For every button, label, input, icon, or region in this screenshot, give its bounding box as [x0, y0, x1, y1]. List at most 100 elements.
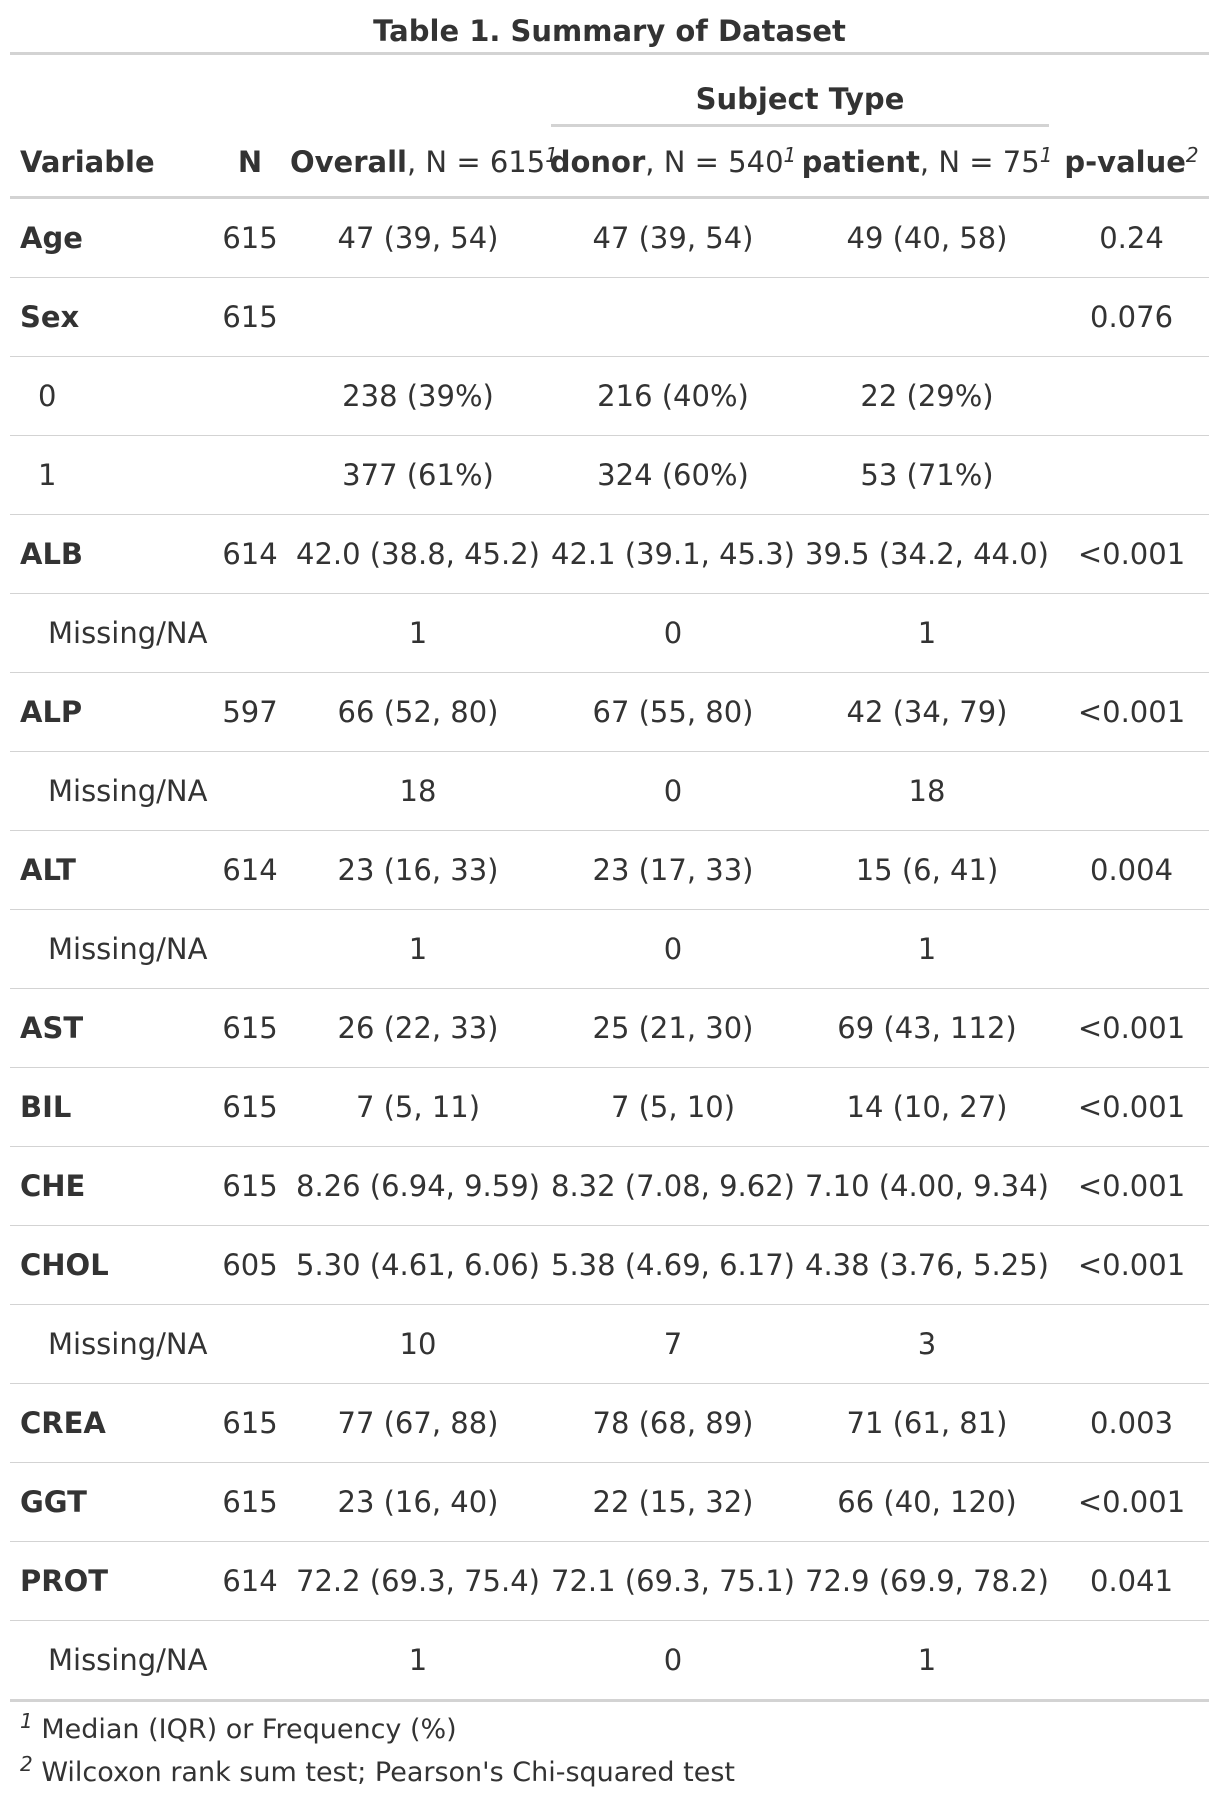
- cell-variable: ALB: [10, 514, 210, 594]
- spanner-row: Subject Type: [10, 55, 1209, 127]
- cell-patient: 15 (6, 41): [800, 830, 1055, 910]
- header-overall-label: Overall: [290, 144, 407, 179]
- table-row: ALT 614 23 (16, 33) 23 (17, 33) 15 (6, 41) 0.…: [10, 830, 1210, 910]
- cell-patient: 1: [800, 1620, 1055, 1702]
- header-donor-label: donor: [549, 144, 646, 179]
- cell-patient: 22 (29%): [800, 356, 1055, 436]
- header-n: N: [210, 127, 290, 199]
- cell-pvalue: 0.076: [1054, 277, 1210, 357]
- cell-donor: 324 (60%): [546, 435, 800, 515]
- table-row: Missing/NA 1 0 1: [10, 1620, 1210, 1702]
- cell-patient: 66 (40, 120): [800, 1462, 1055, 1542]
- cell-pvalue: 0.003: [1054, 1383, 1210, 1463]
- cell-overall: 5.30 (4.61, 6.06): [290, 1225, 546, 1305]
- footnote-mark: 2: [1185, 142, 1199, 167]
- header-patient-label: patient: [801, 144, 920, 179]
- cell-variable: PROT: [10, 1541, 210, 1621]
- cell-patient: 49 (40, 58): [800, 197, 1055, 278]
- subject-type-spanner: Subject Type: [546, 55, 1054, 127]
- cell-overall: 377 (61%): [290, 435, 546, 515]
- footnote-mark: 1: [1039, 142, 1053, 167]
- cell-overall: 238 (39%): [290, 356, 546, 436]
- cell-pvalue: <0.001: [1054, 1462, 1210, 1542]
- cell-overall: 42.0 (38.8, 45.2): [290, 514, 546, 594]
- cell-n: 597: [210, 672, 290, 752]
- cell-variable: Missing/NA: [10, 751, 210, 831]
- footnote-text: Median (IQR) or Frequency (%): [32, 1714, 457, 1745]
- cell-donor: 8.32 (7.08, 9.62): [546, 1146, 800, 1226]
- cell-variable: 0: [10, 356, 210, 436]
- spanner-empty: [210, 55, 290, 127]
- cell-patient: 4.38 (3.76, 5.25): [800, 1225, 1055, 1305]
- cell-pvalue: <0.001: [1054, 1146, 1210, 1226]
- cell-overall: 77 (67, 88): [290, 1383, 546, 1463]
- cell-variable: Missing/NA: [10, 1620, 210, 1702]
- cell-pvalue: 0.004: [1054, 830, 1210, 910]
- cell-overall: 72.2 (69.3, 75.4): [290, 1541, 546, 1621]
- cell-pvalue: [1054, 751, 1210, 831]
- cell-donor: [546, 277, 800, 357]
- cell-pvalue: 0.24: [1054, 197, 1210, 278]
- cell-pvalue: <0.001: [1054, 1225, 1210, 1305]
- cell-patient: 18: [800, 751, 1055, 831]
- table-row: GGT 615 23 (16, 40) 22 (15, 32) 66 (40, 120)…: [10, 1462, 1210, 1542]
- table-row: BIL 615 7 (5, 11) 7 (5, 10) 14 (10, 27) <0.00…: [10, 1067, 1210, 1147]
- cell-overall: 66 (52, 80): [290, 672, 546, 752]
- cell-variable: Missing/NA: [10, 1304, 210, 1384]
- cell-n: 614: [210, 514, 290, 594]
- cell-patient: 42 (34, 79): [800, 672, 1055, 752]
- footnote-mark: 1: [20, 1709, 33, 1733]
- table-row: ALB 614 42.0 (38.8, 45.2) 42.1 (39.1, 45.3)…: [10, 514, 1210, 594]
- summary-table: Subject Type Variable N Overall, N = 615…: [10, 55, 1210, 1702]
- cell-donor: 47 (39, 54): [546, 197, 800, 278]
- cell-overall: [290, 277, 546, 357]
- cell-pvalue: <0.001: [1054, 1067, 1210, 1147]
- cell-n: 615: [210, 988, 290, 1068]
- cell-pvalue: 0.041: [1054, 1541, 1210, 1621]
- cell-patient: [800, 277, 1055, 357]
- cell-donor: 0: [546, 593, 800, 673]
- cell-n: [210, 593, 290, 673]
- cell-n: 615: [210, 277, 290, 357]
- footnote-1: 1 Median (IQR) or Frequency (%): [20, 1708, 1209, 1751]
- cell-pvalue: [1054, 1304, 1210, 1384]
- cell-overall: 1: [290, 593, 546, 673]
- header-variable-label: Variable: [20, 144, 155, 179]
- cell-variable: CHE: [10, 1146, 210, 1226]
- cell-n: 615: [210, 1146, 290, 1226]
- cell-overall: 1: [290, 909, 546, 989]
- header-n-label: N: [237, 144, 263, 179]
- table-row: CHE 615 8.26 (6.94, 9.59) 8.32 (7.08, 9.62)…: [10, 1146, 1210, 1226]
- table-row: CHOL 605 5.30 (4.61, 6.06) 5.38 (4.69, 6.17…: [10, 1225, 1210, 1305]
- cell-n: 605: [210, 1225, 290, 1305]
- cell-donor: 0: [546, 909, 800, 989]
- cell-pvalue: <0.001: [1054, 514, 1210, 594]
- summary-table-container: Table 1. Summary of Dataset Subject Type…: [10, 10, 1210, 1794]
- header-donor: donor, N = 5401: [546, 127, 800, 199]
- cell-variable: AST: [10, 988, 210, 1068]
- cell-pvalue: <0.001: [1054, 988, 1210, 1068]
- table-row: Missing/NA 1 0 1: [10, 909, 1210, 989]
- cell-patient: 1: [800, 909, 1055, 989]
- table-row: ALP 597 66 (52, 80) 67 (55, 80) 42 (34, 79) <…: [10, 672, 1210, 752]
- top-rule: [10, 52, 1209, 55]
- cell-variable: Sex: [10, 277, 210, 357]
- cell-overall: 10: [290, 1304, 546, 1384]
- table-row: CREA 615 77 (67, 88) 78 (68, 89) 71 (61, 81)…: [10, 1383, 1210, 1463]
- cell-patient: 1: [800, 593, 1055, 673]
- table-row: PROT 614 72.2 (69.3, 75.4) 72.1 (69.3, 75.1…: [10, 1541, 1210, 1621]
- cell-donor: 0: [546, 1620, 800, 1702]
- cell-patient: 14 (10, 27): [800, 1067, 1055, 1147]
- header-patient-count: , N = 75: [919, 144, 1040, 179]
- table-row: Age 615 47 (39, 54) 47 (39, 54) 49 (40, 58) 0…: [10, 197, 1210, 278]
- cell-patient: 7.10 (4.00, 9.34): [800, 1146, 1055, 1226]
- cell-variable: ALP: [10, 672, 210, 752]
- column-header-row: Variable N Overall, N = 6151 donor, N = …: [10, 127, 1210, 199]
- header-patient: patient, N = 751: [800, 127, 1055, 199]
- footnote-text: Wilcoxon rank sum test; Pearson's Chi-sq…: [32, 1757, 735, 1788]
- cell-donor: 78 (68, 89): [546, 1383, 800, 1463]
- cell-pvalue: [1054, 356, 1210, 436]
- cell-donor: 42.1 (39.1, 45.3): [546, 514, 800, 594]
- cell-pvalue: [1054, 593, 1210, 673]
- cell-pvalue: <0.001: [1054, 672, 1210, 752]
